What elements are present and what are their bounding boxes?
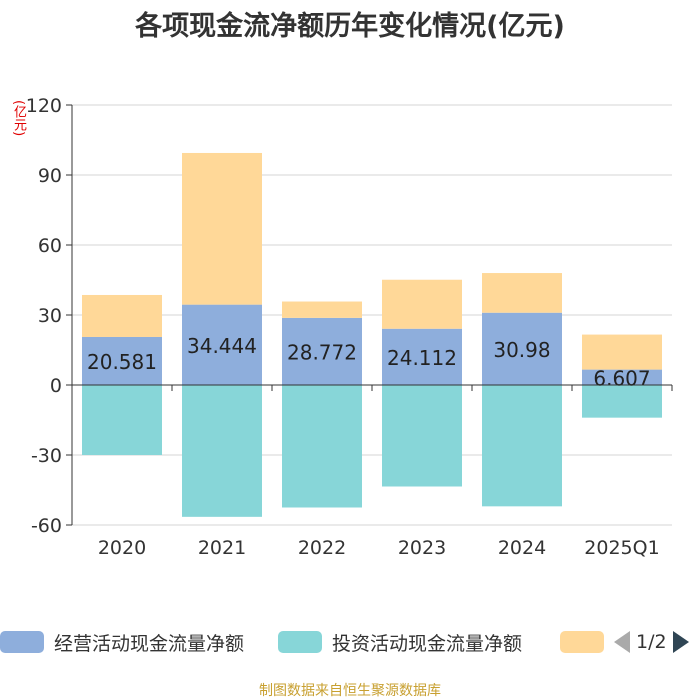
y-tick-label: 30 (38, 305, 62, 327)
y-tick-label: 60 (38, 235, 62, 257)
data-label: 20.581 (87, 350, 157, 374)
bar-operating (582, 369, 662, 385)
x-tick-label: 2021 (198, 537, 246, 559)
bar-financing (282, 301, 362, 318)
x-tick-label: 2022 (298, 537, 346, 559)
data-label: 34.444 (187, 334, 257, 358)
legend-item-investing[interactable]: 投资活动现金流量净额 (278, 626, 522, 658)
legend-swatch-operating (0, 631, 44, 653)
bar-financing (482, 273, 562, 313)
bar-operating (82, 336, 162, 385)
legend-item-financing[interactable] (560, 626, 614, 658)
y-tick-label: -60 (31, 515, 62, 537)
y-tick-label: 90 (38, 165, 62, 187)
y-tick-label: 120 (26, 95, 62, 117)
data-label: 24.112 (387, 346, 457, 370)
bar-investing (82, 385, 162, 455)
legend-swatch-financing (560, 631, 604, 653)
x-tick-label: 2020 (98, 537, 146, 559)
bar-operating (482, 312, 562, 385)
bar-investing (382, 385, 462, 487)
y-tick-label: 0 (50, 375, 62, 397)
legend-swatch-investing (278, 631, 322, 653)
data-label: 28.772 (287, 340, 357, 364)
legend: 经营活动现金流量净额 投资活动现金流量净额 1/2 (0, 626, 700, 658)
bar-operating (182, 304, 262, 385)
pager-text: 1/2 (636, 631, 667, 653)
chart-plot: 120 90 60 30 0 -30 -60 20.581 2020 34.444 2021 28.7… (26, 95, 673, 559)
bar-investing (182, 385, 262, 517)
source-note: 制图数据来自恒生聚源数据库 (259, 683, 441, 699)
data-label: 6.607 (593, 366, 650, 390)
pager-prev-icon[interactable] (614, 631, 630, 653)
bar-financing (182, 152, 262, 305)
legend-item-operating[interactable]: 经营活动现金流量净额 (0, 626, 244, 658)
bar-operating (282, 317, 362, 385)
bar-financing (82, 294, 162, 337)
x-tick-label: 2024 (498, 537, 546, 559)
bar-financing (382, 279, 462, 329)
bar-investing (282, 385, 362, 508)
y-tick-label: -30 (31, 445, 62, 467)
y-axis-unit: (亿元) (11, 100, 26, 137)
legend-label-investing: 投资活动现金流量净额 (332, 632, 523, 655)
legend-label-operating: 经营活动现金流量净额 (54, 632, 245, 655)
bar-operating (382, 328, 462, 385)
bar-financing (582, 334, 662, 370)
pager-next-icon[interactable] (672, 631, 689, 653)
x-tick-label: 2025Q1 (584, 537, 659, 559)
x-tick-label: 2023 (398, 537, 446, 559)
chart-title: 各项现金流净额历年变化情况(亿元) (135, 11, 565, 42)
legend-pager: 1/2 (614, 626, 689, 658)
bar-investing (582, 385, 662, 418)
bar-investing (482, 385, 562, 507)
data-label: 30.98 (493, 338, 550, 362)
